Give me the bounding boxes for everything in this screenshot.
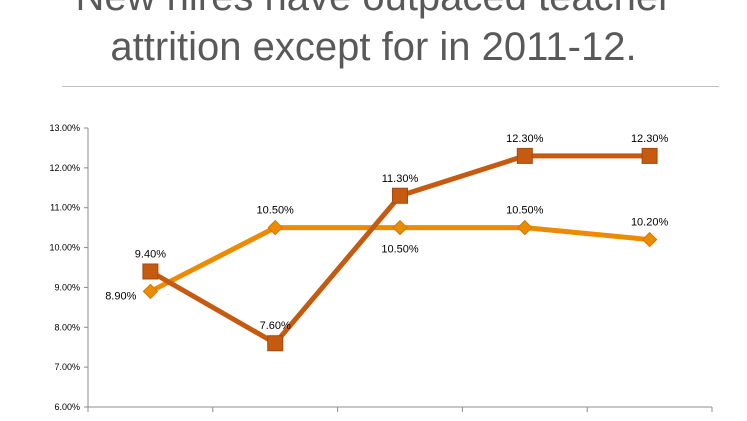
data-label-series-1: 11.30% (382, 173, 419, 185)
data-label-series-1: 12.30% (631, 133, 669, 145)
data-label-series-2: 10.50% (506, 205, 544, 217)
series-2-point-marker (392, 219, 408, 236)
series-line-2 (147, 225, 653, 294)
data-label-series-2: 10.50% (381, 244, 419, 256)
data-label-series-1: 12.30% (506, 133, 544, 145)
y-tick-label: 9.00% (54, 282, 80, 292)
data-label-series-2: 10.50% (257, 205, 295, 217)
y-tick-label: 8.00% (54, 322, 80, 332)
slide-title-line-1: New hires have outpaced teacher (0, 0, 747, 22)
series-2-point-marker (142, 283, 159, 300)
chart-series (142, 147, 658, 352)
series-1-point-marker (641, 147, 658, 164)
y-tick-label: 6.00% (54, 402, 80, 412)
y-tick-label: 11.00% (50, 203, 80, 213)
slide-title-line-2: attrition except for in 2011-12. (110, 25, 637, 69)
title-divider (62, 86, 719, 87)
series-2-point-marker (267, 219, 283, 236)
series-2-point-marker (641, 231, 658, 248)
data-label-series-1: 9.40% (135, 248, 166, 260)
data-label-series-1: 7.60% (260, 320, 291, 332)
data-label-series-2: 10.20% (631, 217, 669, 229)
chart-data-labels: 9.40% 7.60% 11.30% 12.30% 12.30% 8.90% 10.50% 1… (105, 133, 668, 332)
series-1-point-marker (392, 187, 408, 204)
slide-title: New hires have outpaced teacher attritio… (0, 0, 747, 72)
y-tick-label: 13.00% (49, 123, 80, 133)
y-tick-label: 7.00% (54, 362, 80, 372)
series-2-point-marker (517, 219, 533, 236)
series-1-point-marker (516, 147, 533, 164)
y-tick-label: 10.00% (49, 243, 80, 253)
data-label-series-2: 8.90% (105, 290, 136, 302)
series-1-point-marker (267, 335, 284, 352)
chart-axes: 6.00% 7.00% 8.00% 9.00% 10.00% 11.00% 12.00% 13… (49, 123, 713, 412)
series-1-point-marker (142, 263, 159, 280)
y-tick-label: 12.00% (49, 163, 80, 173)
